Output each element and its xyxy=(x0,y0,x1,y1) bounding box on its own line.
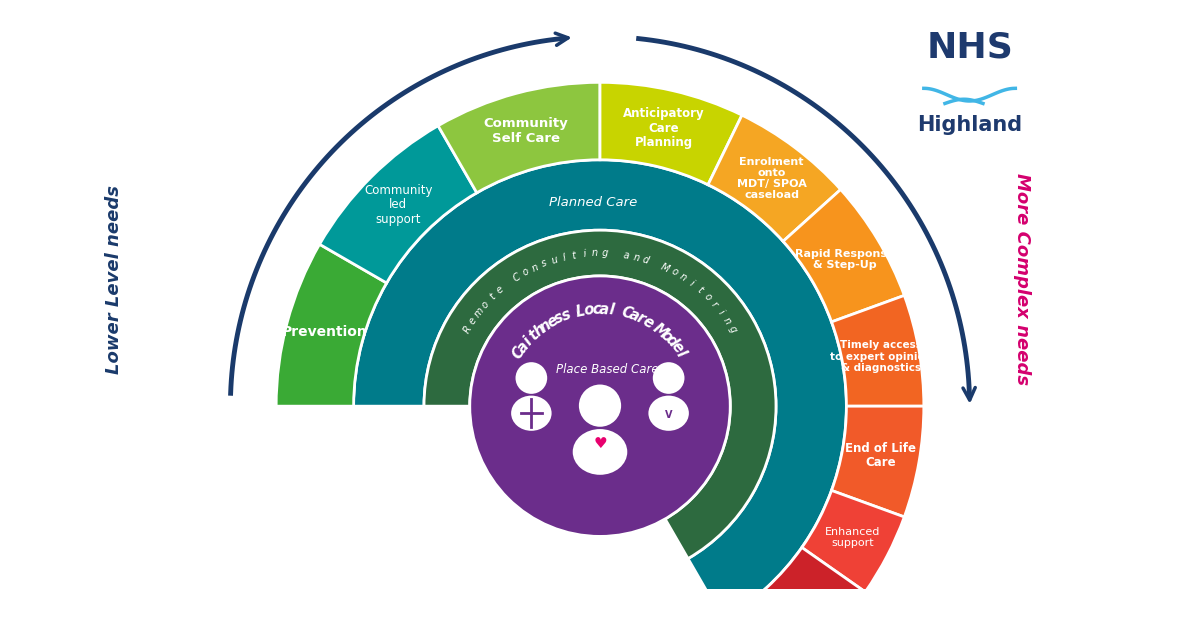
Text: s: s xyxy=(540,258,548,269)
Wedge shape xyxy=(832,406,924,517)
Text: Anticipatory
Care
Planning: Anticipatory Care Planning xyxy=(623,107,704,149)
Text: Community
Self Care: Community Self Care xyxy=(484,117,569,145)
Text: e: e xyxy=(640,313,656,331)
Wedge shape xyxy=(276,244,386,406)
Text: Place Based Care: Place Based Care xyxy=(556,363,659,376)
Text: s: s xyxy=(559,307,572,324)
Text: Community
led
support: Community led support xyxy=(364,184,433,225)
Text: l: l xyxy=(673,347,689,359)
Text: t: t xyxy=(695,285,704,295)
Text: o: o xyxy=(521,267,530,278)
Text: n: n xyxy=(538,317,554,335)
Text: h: h xyxy=(530,321,548,340)
Text: n: n xyxy=(592,248,598,258)
Ellipse shape xyxy=(572,429,628,475)
Text: Lower Level needs: Lower Level needs xyxy=(106,185,124,374)
Text: o: o xyxy=(583,302,594,318)
Text: Prevention: Prevention xyxy=(282,325,367,339)
Text: M: M xyxy=(659,261,671,274)
Text: n: n xyxy=(530,262,540,274)
Text: C: C xyxy=(510,345,528,362)
Text: d: d xyxy=(641,255,650,266)
Text: t: t xyxy=(526,328,541,344)
Text: m: m xyxy=(472,305,486,319)
Text: r: r xyxy=(635,310,648,327)
Text: C: C xyxy=(619,304,634,322)
Wedge shape xyxy=(708,115,841,241)
Text: l: l xyxy=(608,302,614,318)
Wedge shape xyxy=(832,295,924,406)
Text: Planned Care: Planned Care xyxy=(548,196,637,208)
Text: e: e xyxy=(544,313,560,331)
Text: i: i xyxy=(583,249,587,259)
Wedge shape xyxy=(354,160,846,620)
Text: e: e xyxy=(494,284,505,296)
Text: ♥: ♥ xyxy=(593,436,607,451)
Text: a: a xyxy=(599,302,610,317)
Text: L: L xyxy=(575,303,587,319)
Text: n: n xyxy=(631,251,640,263)
Text: g: g xyxy=(727,324,738,335)
Text: o: o xyxy=(702,291,713,303)
Text: i: i xyxy=(716,309,726,317)
Text: e: e xyxy=(667,338,685,356)
Text: a: a xyxy=(515,338,533,356)
Text: n: n xyxy=(721,316,733,326)
Text: s: s xyxy=(552,310,566,327)
Text: c: c xyxy=(592,302,601,317)
Text: i: i xyxy=(521,335,535,348)
Text: Rapid Response
& Step-Up: Rapid Response & Step-Up xyxy=(794,249,894,270)
Wedge shape xyxy=(784,189,905,322)
Circle shape xyxy=(653,362,684,394)
Circle shape xyxy=(516,362,547,394)
Text: C: C xyxy=(511,272,522,284)
Text: End of Life
Care: End of Life Care xyxy=(845,442,917,469)
Text: e: e xyxy=(467,316,479,326)
Text: t: t xyxy=(487,292,498,302)
Wedge shape xyxy=(802,490,905,592)
Text: g: g xyxy=(602,248,608,258)
Text: n: n xyxy=(678,272,689,283)
Wedge shape xyxy=(600,83,742,185)
Text: Highland: Highland xyxy=(917,114,1022,135)
Text: a: a xyxy=(626,307,641,324)
Text: u: u xyxy=(550,255,558,266)
Ellipse shape xyxy=(648,396,689,431)
Text: M: M xyxy=(650,320,671,341)
Text: r: r xyxy=(709,300,720,309)
Text: i: i xyxy=(688,279,696,288)
Text: a: a xyxy=(622,250,630,261)
Wedge shape xyxy=(724,547,865,635)
Text: More Complex needs: More Complex needs xyxy=(1013,173,1031,385)
Wedge shape xyxy=(424,230,776,559)
Ellipse shape xyxy=(511,396,552,431)
Text: Enrolment
onto
MDT/ SPOA
caseload: Enrolment onto MDT/ SPOA caseload xyxy=(737,157,806,200)
Text: d: d xyxy=(662,332,680,350)
Wedge shape xyxy=(319,126,476,283)
Text: t: t xyxy=(571,250,577,260)
Text: Timely access
to expert opinion
& diagnostics: Timely access to expert opinion & diagno… xyxy=(829,340,932,373)
Text: Enhanced
support: Enhanced support xyxy=(826,527,881,549)
Wedge shape xyxy=(438,83,600,193)
Text: V: V xyxy=(665,410,672,420)
Text: Hospital Care
as close to
home as
possible: Hospital Care as close to home as possib… xyxy=(750,594,835,635)
Text: l: l xyxy=(562,252,566,262)
Text: NHS: NHS xyxy=(926,30,1013,64)
Text: o: o xyxy=(480,299,491,310)
Circle shape xyxy=(578,385,622,427)
Text: o: o xyxy=(658,327,676,345)
Text: o: o xyxy=(670,267,679,278)
Text: R: R xyxy=(461,324,474,335)
Circle shape xyxy=(469,276,731,537)
